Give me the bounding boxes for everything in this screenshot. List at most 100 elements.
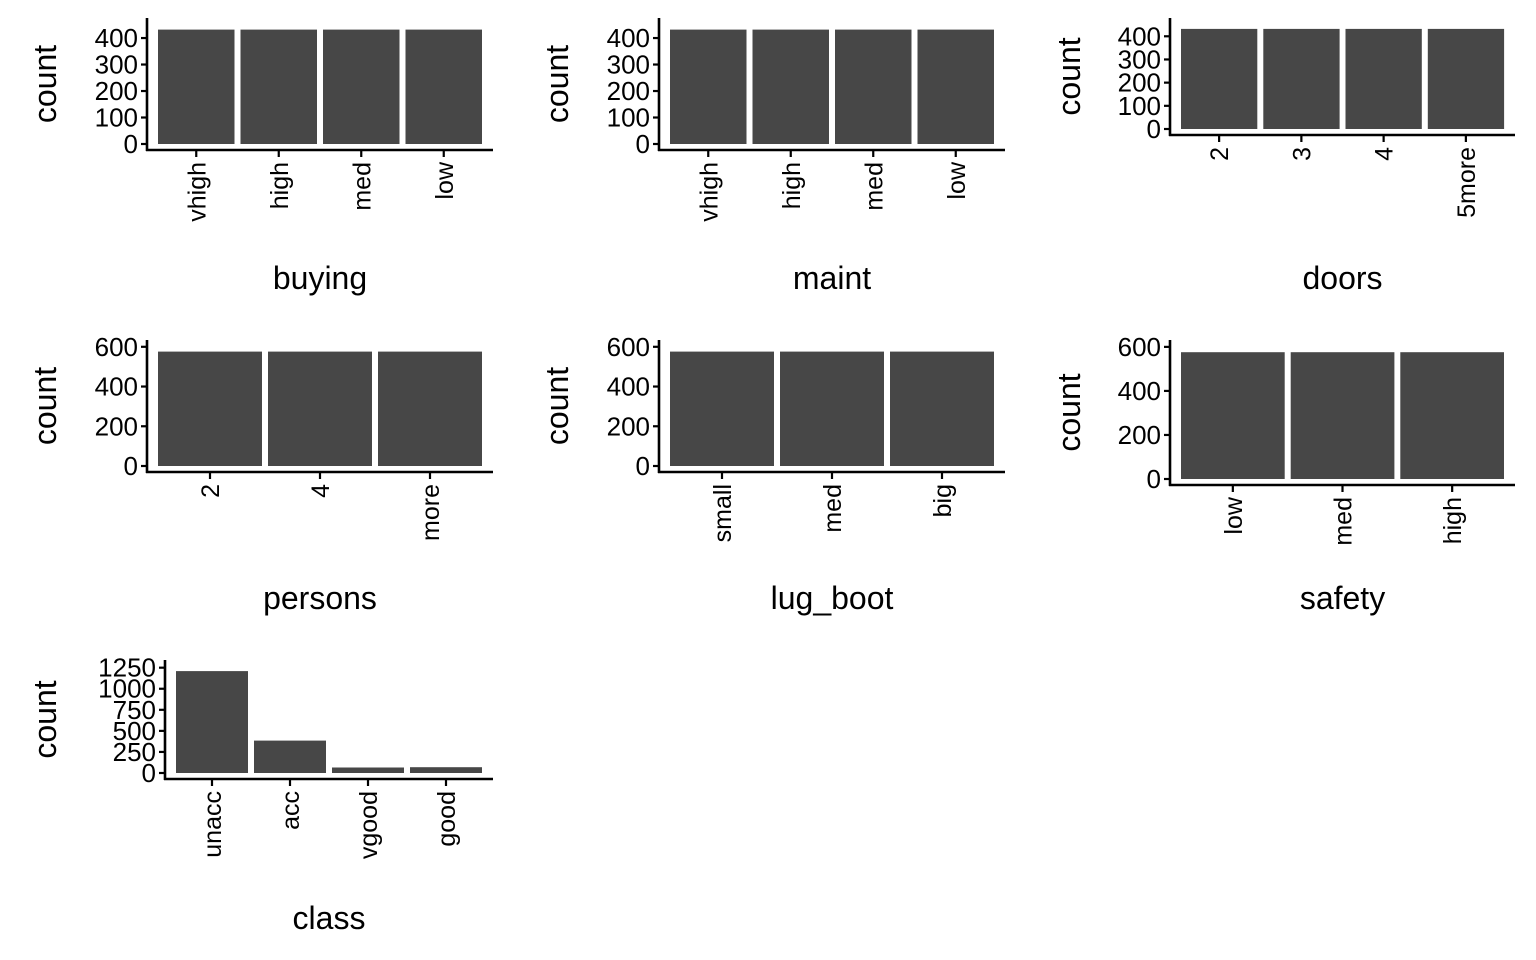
y-tick-label: 0	[636, 129, 650, 159]
x-tick-label: med	[348, 162, 376, 211]
bar-persons-2	[158, 351, 262, 466]
y-tick-label: 300	[95, 50, 138, 80]
x-tick-label: 3	[1288, 147, 1316, 161]
y-tick-label: 0	[142, 758, 156, 788]
x-tick-label: med	[1330, 497, 1358, 546]
x-tick-label: small	[709, 484, 737, 542]
y-tick-label: 400	[1118, 376, 1161, 406]
x-tick-label: 5more	[1453, 147, 1481, 218]
y-tick-label: 200	[607, 76, 650, 106]
bar-buying-med	[323, 29, 400, 145]
bar-class-unacc	[176, 671, 248, 773]
x-tick-label: med	[860, 162, 888, 211]
x-tick-label: vgood	[355, 791, 383, 859]
x-tick-label: high	[266, 162, 294, 209]
x-tick-label: 4	[307, 484, 335, 498]
x-axis-title: lug_boot	[771, 580, 894, 616]
y-tick-label: 400	[607, 23, 650, 53]
y-axis-title: count	[539, 367, 575, 445]
y-tick-label: 200	[1118, 420, 1161, 450]
bar-safety-med	[1290, 352, 1395, 479]
y-tick-label: 600	[607, 332, 650, 362]
x-axis-title: doors	[1302, 260, 1382, 296]
y-tick-label: 0	[124, 129, 138, 159]
y-tick-label: 200	[1118, 68, 1161, 98]
bar-buying-high	[240, 29, 317, 145]
bar-doors-4	[1345, 28, 1422, 129]
bar-maint-low	[917, 29, 994, 145]
y-tick-label: 400	[95, 23, 138, 53]
y-tick-label: 300	[1118, 44, 1161, 74]
bar-class-good	[410, 767, 482, 773]
bar-lug_boot-med	[780, 351, 884, 466]
y-tick-label: 750	[113, 695, 156, 725]
y-axis-title: count	[1051, 373, 1087, 451]
y-axis-title: count	[539, 45, 575, 123]
x-axis-title: persons	[263, 580, 377, 616]
bar-class-vgood	[332, 767, 404, 773]
y-tick-label: 1250	[98, 653, 156, 683]
x-tick-label: low	[431, 161, 459, 199]
bar-buying-low	[405, 29, 482, 145]
x-axis-title: safety	[1300, 580, 1385, 616]
x-tick-label: 4	[1371, 147, 1399, 161]
bar-maint-vhigh	[670, 29, 747, 145]
bar-maint-high	[752, 29, 829, 145]
chart-panel-persons: 0 200 400 600 2 4 more persons count	[27, 332, 493, 616]
x-tick-label: acc	[277, 791, 305, 830]
y-axis-title: count	[27, 45, 63, 123]
y-tick-label: 600	[95, 332, 138, 362]
x-tick-label: med	[819, 484, 847, 533]
x-axis-title: maint	[793, 260, 871, 296]
y-tick-label: 300	[607, 50, 650, 80]
y-tick-label: 200	[607, 411, 650, 441]
bar-safety-high	[1400, 352, 1504, 479]
bar-safety-low	[1181, 352, 1285, 479]
x-axis-title: buying	[273, 260, 367, 296]
y-tick-label: 400	[607, 372, 650, 402]
y-tick-label: 200	[95, 76, 138, 106]
x-tick-label: high	[778, 162, 806, 209]
x-tick-label: good	[433, 791, 461, 847]
y-axis-title: count	[27, 367, 63, 445]
y-axis-title: count	[1051, 37, 1087, 115]
x-tick-label: unacc	[199, 791, 227, 858]
y-axis-title: count	[27, 680, 63, 758]
y-tick-label: 0	[636, 451, 650, 481]
bar-class-acc	[254, 740, 326, 773]
y-tick-label: 100	[95, 103, 138, 133]
y-tick-label: 250	[113, 737, 156, 767]
y-tick-label: 100	[1118, 91, 1161, 121]
bar-doors-2	[1181, 28, 1258, 129]
bar-doors-5more	[1427, 28, 1505, 129]
y-tick-label: 500	[113, 716, 156, 746]
x-tick-label: vhigh	[695, 162, 723, 222]
x-tick-label: big	[929, 484, 957, 517]
y-tick-label: 200	[95, 411, 138, 441]
y-tick-label: 0	[124, 451, 138, 481]
bar-lug_boot-big	[890, 351, 994, 466]
chart-panel-lug_boot: 0 200 400 600 small med big lug_boot count	[539, 332, 1005, 616]
y-tick-label: 0	[1147, 464, 1161, 494]
x-tick-label: more	[417, 484, 445, 541]
x-tick-label: 2	[1206, 147, 1234, 161]
y-tick-label: 600	[1118, 332, 1161, 362]
bar-persons-more	[378, 351, 482, 466]
x-tick-label: high	[1439, 497, 1467, 544]
y-tick-label: 400	[1118, 21, 1161, 51]
bar-persons-4	[268, 351, 372, 466]
bar-lug_boot-small	[670, 351, 774, 466]
x-tick-label: low	[1220, 496, 1248, 534]
bar-maint-med	[835, 29, 912, 145]
y-tick-label: 1000	[98, 674, 156, 704]
x-tick-label: low	[943, 161, 971, 199]
y-tick-label: 400	[95, 372, 138, 402]
x-axis-title: class	[293, 900, 366, 936]
bar-buying-vhigh	[158, 29, 235, 145]
x-tick-label: vhigh	[183, 162, 211, 222]
